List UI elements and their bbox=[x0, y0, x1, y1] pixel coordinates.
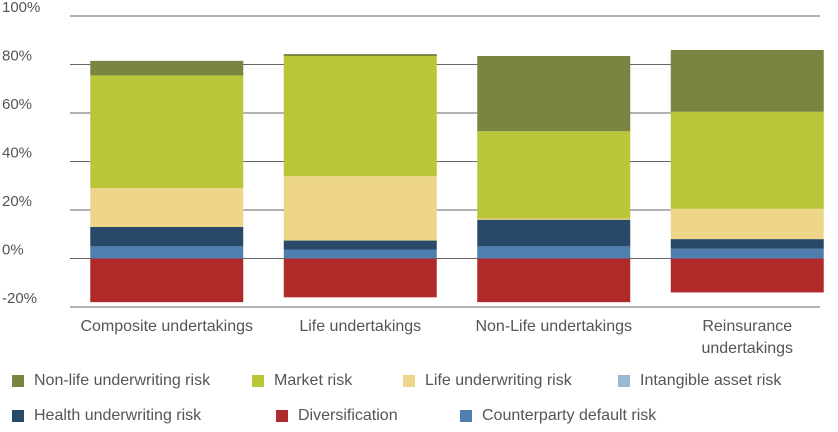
legend-item: Non-life underwriting risk bbox=[12, 372, 210, 390]
legend-swatch bbox=[403, 375, 415, 387]
legend-swatch bbox=[460, 410, 472, 422]
legend-label: Life underwriting risk bbox=[425, 372, 572, 389]
bar-segment bbox=[670, 239, 824, 249]
bar-segment bbox=[283, 240, 437, 250]
y-tick-label: 20% bbox=[2, 193, 32, 210]
bar-segment bbox=[670, 49, 824, 112]
bar-segment bbox=[283, 176, 437, 241]
legend-label: Health underwriting risk bbox=[34, 407, 202, 424]
bar-segment bbox=[283, 56, 437, 177]
bar-segment bbox=[477, 246, 631, 259]
bar-segment bbox=[477, 218, 631, 220]
bar-segment bbox=[477, 56, 631, 132]
legend-item: Health underwriting risk bbox=[12, 407, 201, 425]
legend-item: Market risk bbox=[252, 372, 352, 390]
bar-segment bbox=[477, 131, 631, 219]
x-tick-label: Non-Life undertakings bbox=[475, 318, 633, 335]
legend-label: Counterparty default risk bbox=[482, 407, 657, 424]
bar-segment bbox=[90, 75, 244, 189]
legend-item: Diversification bbox=[276, 407, 398, 425]
bar-segment bbox=[90, 60, 244, 76]
x-tick-label: Composite undertakings bbox=[80, 318, 254, 335]
bar-segment bbox=[283, 249, 437, 259]
legend-swatch bbox=[618, 375, 630, 387]
legend-swatch bbox=[252, 375, 264, 387]
legend-item: Life underwriting risk bbox=[403, 372, 572, 390]
bar-segment bbox=[670, 258, 824, 293]
y-tick-label: 80% bbox=[2, 47, 32, 64]
legend-item: Intangible asset risk bbox=[618, 372, 781, 390]
bar-segment bbox=[477, 258, 631, 303]
y-tick-label: -20% bbox=[2, 290, 37, 307]
bar-segment bbox=[90, 258, 244, 303]
x-tick-label: Life undertakings bbox=[299, 318, 422, 335]
bar-segment bbox=[90, 246, 244, 259]
bar-segment bbox=[670, 208, 824, 240]
legend-swatch bbox=[12, 375, 24, 387]
bar-segment bbox=[90, 188, 244, 227]
bar-segment bbox=[283, 258, 437, 298]
y-tick-label: 100% bbox=[2, 0, 40, 16]
legend-label: Market risk bbox=[274, 372, 353, 389]
legend-item: Counterparty default risk bbox=[460, 407, 656, 425]
bar-segment bbox=[670, 111, 824, 209]
y-tick-label: 0% bbox=[2, 241, 24, 258]
bar-segment bbox=[283, 54, 437, 57]
x-tick-label: Reinsurance undertakings bbox=[701, 318, 794, 357]
bar-segment bbox=[90, 226, 244, 247]
legend-label: Diversification bbox=[298, 407, 398, 424]
y-tick-label: 60% bbox=[2, 96, 32, 113]
bar-segment bbox=[670, 248, 824, 259]
legend-label: Intangible asset risk bbox=[640, 372, 782, 389]
legend-swatch bbox=[276, 410, 288, 422]
legend-label: Non-life underwriting risk bbox=[34, 372, 211, 389]
y-tick-label: 40% bbox=[2, 144, 32, 161]
bar-segment bbox=[477, 219, 631, 247]
legend-swatch bbox=[12, 410, 24, 422]
